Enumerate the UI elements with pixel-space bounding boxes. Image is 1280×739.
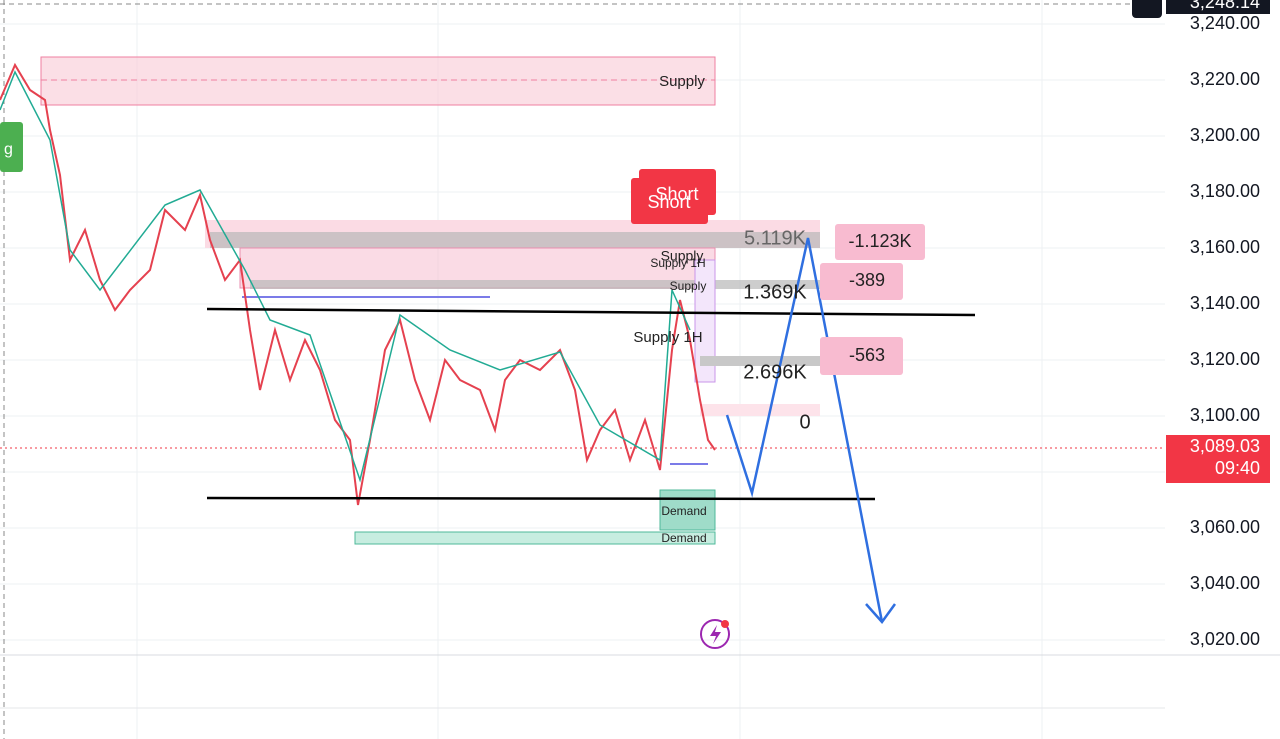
alert-icon[interactable] xyxy=(700,619,730,649)
zone-label: Supply xyxy=(670,279,707,293)
zone-label: Supply xyxy=(661,248,704,264)
price-label: 3,060.00 xyxy=(1190,517,1260,537)
alert-bolt xyxy=(710,625,721,644)
price-label: 3,248.14 xyxy=(1190,0,1260,12)
delta-box xyxy=(820,263,903,300)
price-label: 3,100.00 xyxy=(1190,405,1260,425)
price-label: 3,200.00 xyxy=(1190,125,1260,145)
price-label: 3,160.00 xyxy=(1190,237,1260,257)
signal-text: Short xyxy=(655,184,698,204)
price-label: 3,220.00 xyxy=(1190,69,1260,89)
demand-zone xyxy=(659,489,716,531)
price-label: 3,040.00 xyxy=(1190,573,1260,593)
side-tag-text: g xyxy=(4,141,13,158)
delta-box xyxy=(820,337,903,375)
price-label: 3,180.00 xyxy=(1190,181,1260,201)
delta-box xyxy=(835,224,925,260)
zone-label: Demand xyxy=(661,504,706,518)
volume-bar xyxy=(210,232,820,248)
supply-zone xyxy=(694,259,716,383)
price-label: 3,140.00 xyxy=(1190,293,1260,313)
resistance-line xyxy=(206,307,976,317)
add-button[interactable] xyxy=(1132,0,1162,18)
zone-label: Supply xyxy=(659,73,705,90)
volume-label: 1.369K xyxy=(743,281,807,303)
support-line xyxy=(206,496,876,501)
volume-label: 5.119K xyxy=(744,227,807,249)
price-tag xyxy=(1166,435,1270,483)
signal-text: Short xyxy=(647,192,690,212)
delta-label: -1.123K xyxy=(848,231,911,251)
delta-label: -563 xyxy=(849,345,885,365)
zone-label: Demand xyxy=(661,531,706,545)
crosshair-price xyxy=(1166,0,1270,14)
grid xyxy=(0,0,1165,739)
side-tag xyxy=(0,122,23,172)
delta-label: -389 xyxy=(849,270,885,290)
zone-label: Supply 1H xyxy=(633,329,702,346)
volume-label: 2.696K xyxy=(743,361,807,383)
alert-dot xyxy=(721,620,729,628)
current-price: 3,089.03 xyxy=(1190,436,1260,456)
demand-zone xyxy=(354,531,716,545)
price-label: 3,240.00 xyxy=(1190,13,1260,33)
volume-bar xyxy=(700,404,820,416)
arrow-head xyxy=(865,603,897,624)
price-label: 3,020.00 xyxy=(1190,629,1260,649)
price-action xyxy=(0,62,716,506)
projection-arrow xyxy=(725,237,884,623)
volume-bar xyxy=(250,280,820,289)
price-action xyxy=(0,70,691,483)
price-label: 3,120.00 xyxy=(1190,349,1260,369)
zone-label: Supply 1H xyxy=(650,256,705,270)
supply-zone xyxy=(40,56,716,106)
signal-label xyxy=(631,178,708,224)
current-time: 09:40 xyxy=(1215,458,1260,478)
volume-bar xyxy=(700,356,820,366)
volume-label: 0 xyxy=(799,411,810,433)
